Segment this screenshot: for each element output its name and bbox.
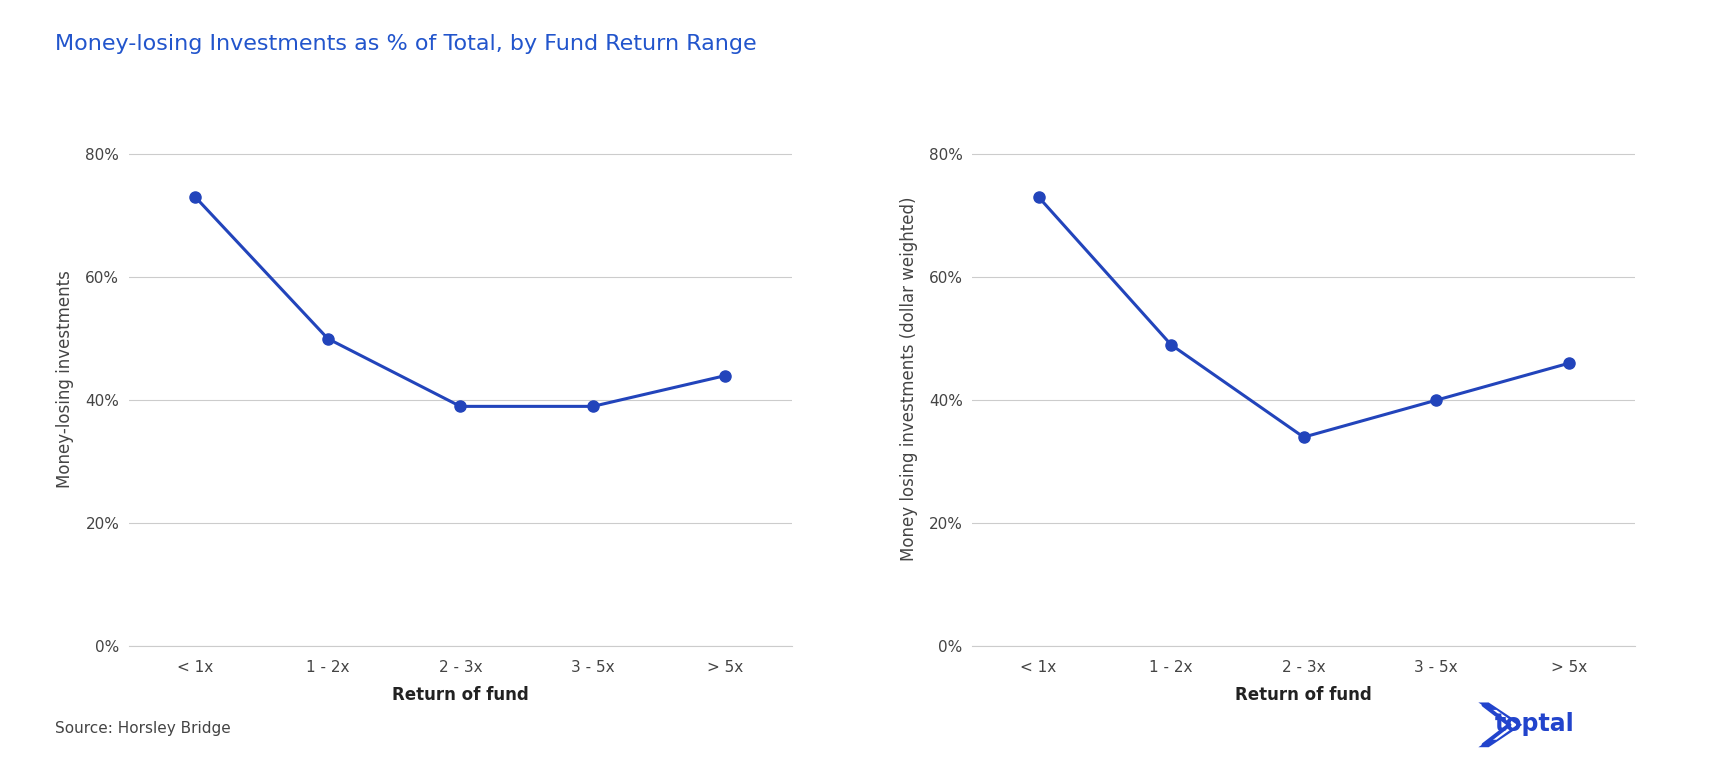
Y-axis label: Money losing investments (dollar weighted): Money losing investments (dollar weighte… — [900, 197, 917, 561]
Polygon shape — [1478, 702, 1521, 747]
X-axis label: Return of fund: Return of fund — [1236, 685, 1372, 704]
Text: toptal: toptal — [1496, 712, 1575, 736]
Y-axis label: Money-losing investments: Money-losing investments — [57, 270, 74, 487]
Polygon shape — [1490, 710, 1518, 740]
Text: Source: Horsley Bridge: Source: Horsley Bridge — [55, 721, 231, 736]
Text: Money-losing Investments as % of Total, by Fund Return Range: Money-losing Investments as % of Total, … — [55, 34, 757, 54]
X-axis label: Return of fund: Return of fund — [392, 685, 528, 704]
